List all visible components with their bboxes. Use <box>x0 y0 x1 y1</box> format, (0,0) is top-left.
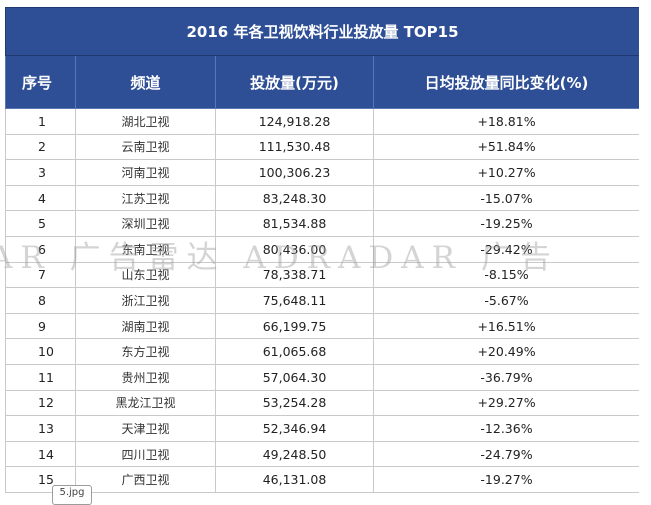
amount-cell: 75,648.11 <box>215 287 374 314</box>
channel-cell: 天津卫视 <box>75 415 216 442</box>
amount-cell: 52,346.94 <box>215 415 374 442</box>
amount-cell: 57,064.30 <box>215 363 374 391</box>
table-row: 7 山东卫视 78,338.71 -8.15% <box>5 261 639 289</box>
amount-cell: 83,248.30 <box>215 184 374 212</box>
header-channel: 频道 <box>75 55 216 109</box>
change-cell: +18.81% <box>372 108 639 135</box>
channel-cell: 深圳卫视 <box>75 210 216 237</box>
amount-cell: 100,306.23 <box>215 159 374 186</box>
rank-cell: 4 <box>5 184 76 212</box>
change-cell: +29.27% <box>372 389 639 417</box>
channel-cell: 湖南卫视 <box>75 312 216 340</box>
amount-cell: 78,338.71 <box>215 261 374 289</box>
rank-cell: 7 <box>5 261 76 289</box>
amount-cell: 66,199.75 <box>215 312 374 340</box>
table-row: 14 四川卫视 49,248.50 -24.79% <box>5 440 639 468</box>
table-row: 1 湖北卫视 124,918.28 +18.81% <box>5 108 639 135</box>
rank-cell: 6 <box>5 235 76 263</box>
channel-cell: 黑龙江卫视 <box>75 389 216 417</box>
rank-cell: 10 <box>5 338 76 365</box>
channel-cell: 山东卫视 <box>75 261 216 289</box>
channel-cell: 浙江卫视 <box>75 287 216 314</box>
amount-cell: 49,248.50 <box>215 440 374 468</box>
change-cell: +16.51% <box>372 312 639 340</box>
header-rank: 序号 <box>5 55 76 109</box>
change-cell: -8.15% <box>372 261 639 289</box>
rank-cell: 5 <box>5 210 76 237</box>
table-row: 2 云南卫视 111,530.48 +51.84% <box>5 133 639 161</box>
channel-cell: 东方卫视 <box>75 338 216 365</box>
rank-cell: 12 <box>5 389 76 417</box>
table-row: 5 深圳卫视 81,534.88 -19.25% <box>5 210 639 237</box>
change-cell: -24.79% <box>372 440 639 468</box>
amount-cell: 61,065.68 <box>215 338 374 365</box>
channel-cell: 湖北卫视 <box>75 108 216 135</box>
table-frame: 2016 年各卫视饮料行业投放量 TOP15 序号 频道 投放量(万元) 日均投… <box>5 7 639 499</box>
change-cell: +20.49% <box>372 338 639 365</box>
table-row: 12 黑龙江卫视 53,254.28 +29.27% <box>5 389 639 417</box>
change-cell: -12.36% <box>372 415 639 442</box>
table-row: 6 东南卫视 80,436.00 -29.42% <box>5 235 639 263</box>
rank-cell: 14 <box>5 440 76 468</box>
data-table: 2016 年各卫视饮料行业投放量 TOP15 序号 频道 投放量(万元) 日均投… <box>5 7 639 493</box>
amount-cell: 81,534.88 <box>215 210 374 237</box>
change-cell: -29.42% <box>372 235 639 263</box>
channel-cell: 河南卫视 <box>75 159 216 186</box>
channel-cell: 江苏卫视 <box>75 184 216 212</box>
change-cell: +10.27% <box>372 159 639 186</box>
change-cell: -36.79% <box>372 363 639 391</box>
channel-cell: 东南卫视 <box>75 235 216 263</box>
amount-cell: 46,131.08 <box>215 466 374 493</box>
table-row: 4 江苏卫视 83,248.30 -15.07% <box>5 184 639 212</box>
change-cell: -15.07% <box>372 184 639 212</box>
rank-cell: 11 <box>5 363 76 391</box>
channel-cell: 贵州卫视 <box>75 363 216 391</box>
table-body: 1 湖北卫视 124,918.28 +18.81% 2 云南卫视 111,530.48 +51… <box>5 108 639 493</box>
change-cell: -19.25% <box>372 210 639 237</box>
change-cell: -5.67% <box>372 287 639 314</box>
amount-cell: 111,530.48 <box>215 133 374 161</box>
channel-cell: 云南卫视 <box>75 133 216 161</box>
table-title: 2016 年各卫视饮料行业投放量 TOP15 <box>5 7 639 56</box>
table-row: 10 东方卫视 61,065.68 +20.49% <box>5 338 639 365</box>
channel-cell: 四川卫视 <box>75 440 216 468</box>
amount-cell: 124,918.28 <box>215 108 374 135</box>
rank-cell: 13 <box>5 415 76 442</box>
rank-cell: 2 <box>5 133 76 161</box>
rank-cell: 3 <box>5 159 76 186</box>
change-cell: -19.27% <box>372 466 639 493</box>
rank-cell: 9 <box>5 312 76 340</box>
table-row: 11 贵州卫视 57,064.30 -36.79% <box>5 363 639 391</box>
table-row: 9 湖南卫视 66,199.75 +16.51% <box>5 312 639 340</box>
rank-cell: 8 <box>5 287 76 314</box>
amount-cell: 80,436.00 <box>215 235 374 263</box>
header-change: 日均投放量同比变化(%) <box>372 55 639 109</box>
amount-cell: 53,254.28 <box>215 389 374 417</box>
rank-cell: 1 <box>5 108 76 135</box>
channel-cell: 广西卫视 <box>75 466 216 493</box>
header-amount: 投放量(万元) <box>215 55 374 109</box>
change-cell: +51.84% <box>372 133 639 161</box>
file-tag: 5.jpg <box>52 485 92 505</box>
table-row: 8 浙江卫视 75,648.11 -5.67% <box>5 287 639 314</box>
table-row: 3 河南卫视 100,306.23 +10.27% <box>5 159 639 186</box>
table-row: 15 广西卫视 46,131.08 -19.27% <box>5 466 639 493</box>
table-row: 13 天津卫视 52,346.94 -12.36% <box>5 415 639 442</box>
